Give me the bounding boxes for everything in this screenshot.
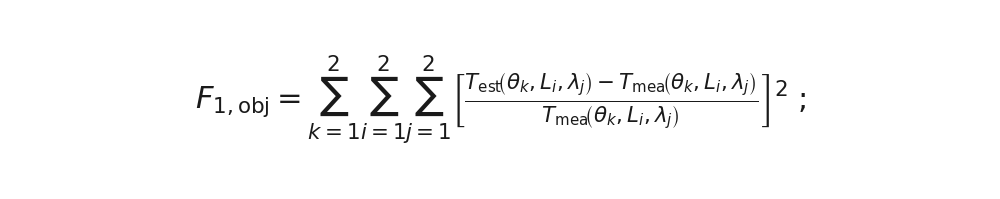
Text: $F_{1,\mathrm{obj}} = \sum_{k=1}^{2}\sum_{i=1}^{2}\sum_{j=1}^{2}\left[\frac{T_{\: $F_{1,\mathrm{obj}} = \sum_{k=1}^{2}\sum… [195,53,805,146]
